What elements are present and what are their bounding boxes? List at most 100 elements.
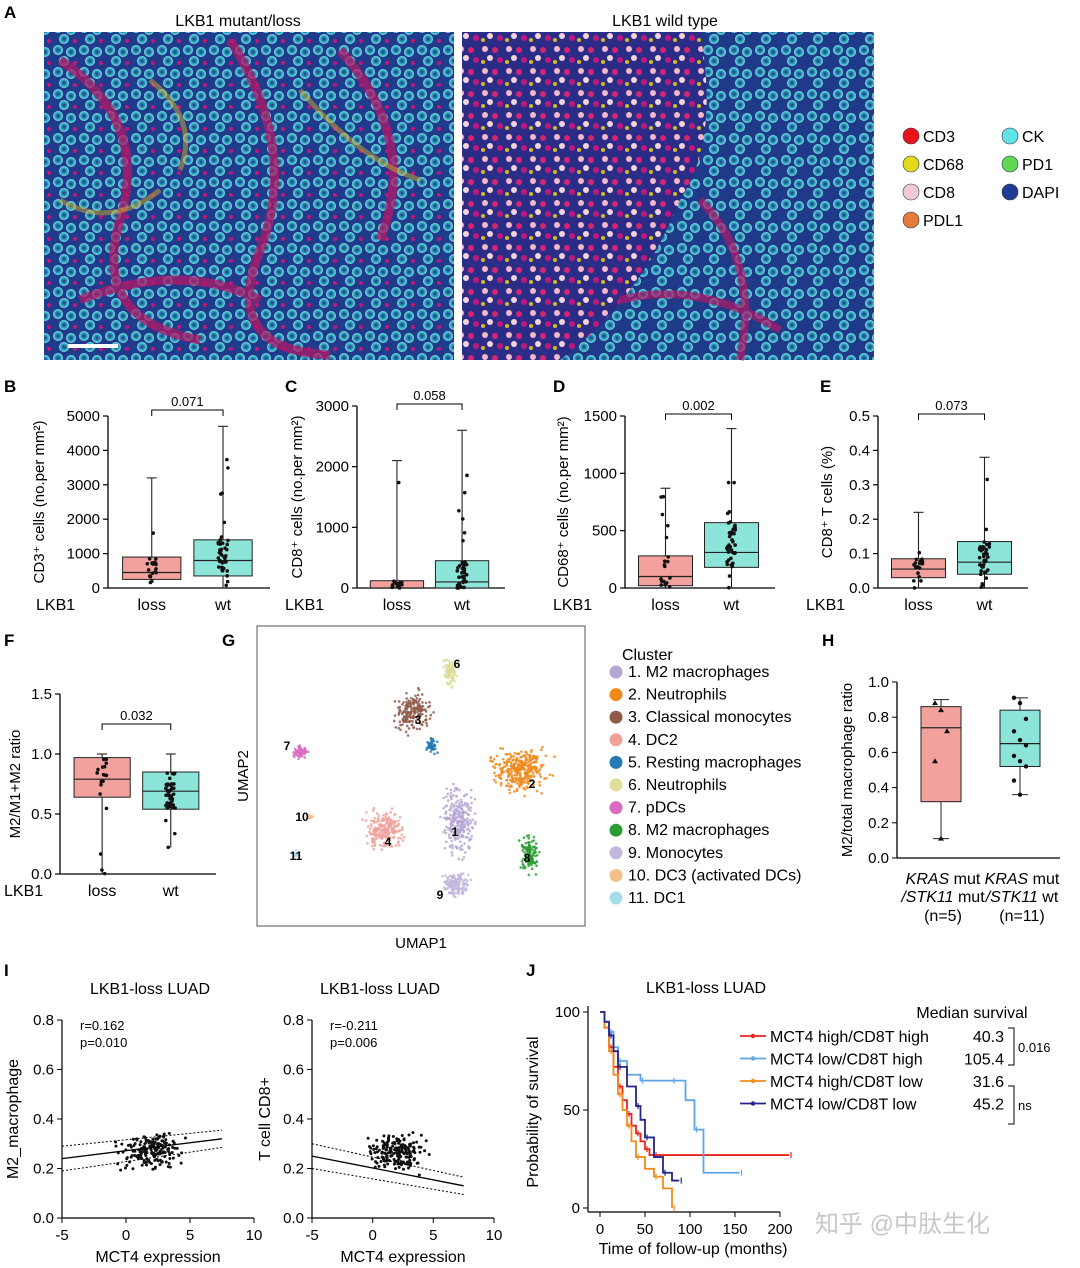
umap-point-cluster-2 — [515, 778, 518, 781]
data-point — [152, 1153, 156, 1157]
umap-point-cluster-9 — [447, 886, 450, 890]
umap-point-cluster-3 — [407, 720, 411, 723]
bracket-low — [1008, 1085, 1015, 1125]
umap-point-cluster-2 — [519, 760, 523, 763]
umap-point-cluster-1 — [449, 822, 453, 825]
umap-point-cluster-2 — [523, 794, 526, 798]
umap-point-cluster-4 — [387, 816, 391, 819]
data-point — [668, 576, 672, 580]
umap-point-cluster-1 — [456, 837, 460, 840]
umap-point-cluster-4 — [388, 818, 392, 821]
umap-point-cluster-9 — [452, 890, 455, 894]
umap-point-cluster-3 — [412, 726, 415, 730]
significance-bracket — [151, 409, 224, 416]
umap-xlabel: UMAP1 — [395, 935, 447, 952]
data-point — [377, 1164, 381, 1168]
umap-point-cluster-1 — [467, 806, 470, 809]
data-point — [98, 792, 102, 796]
umap-point-cluster-4 — [394, 844, 398, 847]
data-point — [418, 1150, 422, 1154]
panel-letter-b: B — [4, 377, 16, 396]
data-point — [408, 1154, 412, 1158]
umap-point-cluster-3 — [416, 710, 419, 714]
umap-point-cluster-3 — [393, 714, 397, 717]
umap-point-cluster-7 — [304, 750, 307, 754]
data-point — [405, 1155, 409, 1159]
data-point — [982, 540, 987, 544]
umap-point-cluster-6 — [452, 674, 455, 677]
umap-point-cluster-7 — [300, 749, 303, 752]
data-point — [729, 530, 734, 535]
umap-point-cluster-9 — [457, 877, 460, 881]
y-tick-label: 0.8 — [868, 709, 889, 726]
data-point — [372, 1147, 376, 1151]
data-point — [146, 568, 151, 572]
panel-g: G 1 2 3 4 6 7 8 9 10 11 UMAP1 UMAP2 Cluster 1. M2… — [222, 625, 801, 952]
data-point — [395, 1148, 399, 1152]
umap-point-cluster-2 — [530, 750, 533, 754]
significance-bracket — [918, 413, 985, 420]
umap-point-cluster-4 — [393, 813, 396, 816]
data-point — [401, 1167, 405, 1171]
umap-point-cluster-3 — [412, 703, 415, 706]
km-curve-2 — [600, 1011, 673, 1208]
umap-point-cluster-1 — [460, 844, 464, 847]
umap-point-cluster-1 — [466, 803, 470, 807]
umap-point-cluster-5 — [429, 744, 433, 748]
umap-point-cluster-4 — [372, 821, 376, 824]
data-point — [101, 772, 106, 777]
umap-point-cluster-2 — [505, 763, 509, 767]
umap-point-cluster-6 — [449, 674, 453, 678]
data-point — [172, 772, 176, 776]
umap-point-cluster-8 — [527, 873, 531, 877]
umap-point-cluster-4 — [373, 839, 376, 843]
umap-point-cluster-2 — [508, 773, 512, 777]
umap-point-cluster-9 — [452, 879, 456, 883]
umap-point-cluster-3 — [418, 714, 422, 717]
umap-point-cluster-1 — [442, 796, 445, 800]
km-legend-marker — [750, 1101, 756, 1106]
umap-point-cluster-2 — [538, 772, 542, 776]
umap-point-cluster-2 — [515, 760, 518, 763]
y-tick-label: 0.4 — [283, 1111, 304, 1128]
umap-point-cluster-6 — [451, 660, 455, 664]
data-point — [404, 1149, 408, 1153]
confidence-band-upper — [311, 1143, 464, 1178]
y-tick-label: 0.0 — [283, 1210, 304, 1227]
umap-point-cluster-3 — [406, 734, 410, 737]
umap-point-cluster-1 — [458, 828, 461, 832]
data-point — [725, 511, 730, 516]
umap-point-cluster-1 — [444, 831, 448, 835]
data-point — [917, 574, 921, 579]
data-point — [465, 473, 469, 478]
umap-point-cluster-2 — [540, 745, 544, 749]
data-point — [1017, 700, 1023, 706]
umap-point-cluster-2 — [493, 766, 497, 770]
data-point — [727, 534, 732, 539]
umap-point-cluster-2 — [494, 762, 498, 766]
median-survival-value: 45.2 — [973, 1097, 1004, 1114]
umap-point-cluster-7 — [300, 751, 304, 755]
y-tick-label: 1.0 — [31, 746, 52, 763]
umap-point-cluster-2 — [505, 784, 508, 788]
umap-point-cluster-4 — [397, 819, 400, 823]
umap-point-cluster-3 — [401, 723, 404, 726]
umap-point-cluster-6 — [453, 669, 456, 672]
umap-point-cluster-4 — [392, 824, 396, 827]
umap-point-cluster-1 — [450, 795, 453, 799]
umap-point-cluster-9 — [469, 878, 473, 882]
y-tick-label: 0.0 — [868, 850, 889, 867]
umap-point-cluster-6 — [450, 685, 454, 688]
legend-pd1: PD1 — [1001, 155, 1053, 174]
data-point — [402, 1151, 406, 1155]
umap-point-cluster-1 — [473, 797, 477, 801]
svg-text:PDL1: PDL1 — [923, 213, 963, 230]
data-point — [100, 765, 105, 769]
umap-point-cluster-2 — [526, 761, 530, 764]
umap-point-cluster-3 — [404, 704, 407, 708]
data-point — [978, 572, 983, 577]
umap-point-cluster-1 — [469, 806, 472, 809]
umap-point-cluster-2 — [492, 778, 496, 782]
x-tick-label: -5 — [55, 1227, 68, 1244]
km-curve-0 — [600, 1011, 789, 1156]
